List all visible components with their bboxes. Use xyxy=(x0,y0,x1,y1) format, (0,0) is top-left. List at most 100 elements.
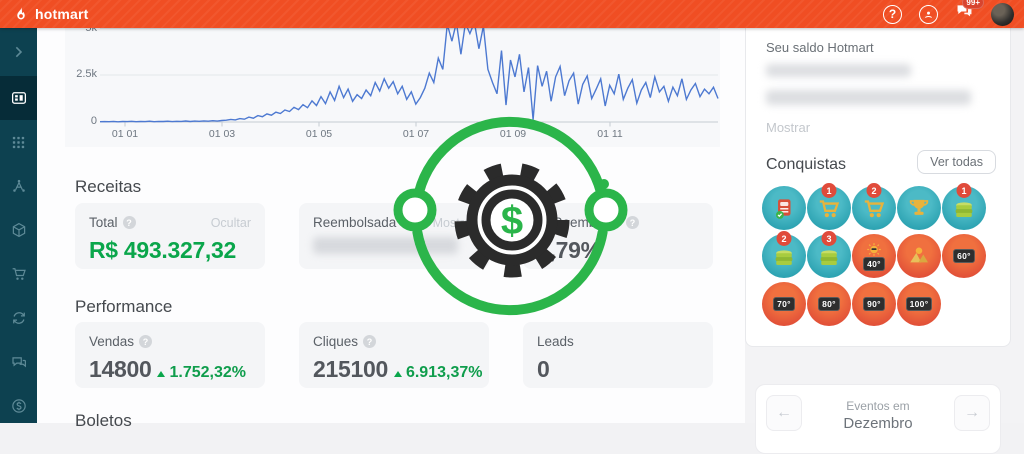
help-icon[interactable]: ? xyxy=(139,335,153,348)
receitas-reembolsada-card: Reembolsada ? Mostrar xyxy=(299,203,489,269)
badge-degree-label: 40° xyxy=(863,256,885,271)
cliques-label: Cliques xyxy=(313,334,359,349)
vendas-value: 14800 xyxy=(89,356,152,382)
x-tick-label: 01 07 xyxy=(402,128,430,140)
badge-count: 1 xyxy=(821,183,837,198)
vendas-delta: 1.752,32% xyxy=(169,364,246,381)
cart-badge-2[interactable]: 2 xyxy=(852,183,896,230)
dashboard-icon xyxy=(11,92,26,104)
sidebar-item-dashboard[interactable] xyxy=(0,76,37,120)
saldo-mostrar-link[interactable]: Mostrar xyxy=(766,120,811,135)
events-card: ← Eventos em Dezembro → xyxy=(755,384,1001,454)
support-icon[interactable] xyxy=(919,4,938,24)
vendas-label: Vendas xyxy=(89,334,135,349)
messages-count-badge: 99+ xyxy=(962,0,984,9)
hotmart-logo[interactable]: hotmart xyxy=(12,5,89,23)
trophy-badge[interactable] xyxy=(897,186,941,230)
user-avatar[interactable] xyxy=(991,2,1014,26)
badge-degree-label: 90° xyxy=(863,297,885,311)
temperature-badge-70[interactable]: 70° xyxy=(762,282,806,326)
revenue-line-series xyxy=(99,28,719,123)
sun-temperature-badge-40[interactable]: 40° xyxy=(852,234,896,278)
help-icon[interactable]: ? xyxy=(883,4,902,24)
reembolsada-label: Reembolsada xyxy=(313,215,397,230)
products-cube-icon xyxy=(12,222,25,238)
up-arrow-icon xyxy=(393,371,402,377)
badge-count: 1 xyxy=(956,183,972,198)
sidebar-item-affiliates[interactable] xyxy=(0,164,37,208)
sidebar-item-finance[interactable] xyxy=(0,384,37,428)
right-panel: Seu saldo Hotmart Mostrar Conquistas Ver… xyxy=(745,28,1024,454)
saldo-masked-line-1 xyxy=(766,64,911,77)
cliques-value: 215100 xyxy=(313,356,388,382)
revenue-chart: 01 01 01 03 01 05 01 07 01 09 01 11 xyxy=(65,28,720,147)
ver-todas-button[interactable]: Ver todas xyxy=(917,150,996,174)
chat-bubbles-icon xyxy=(11,357,26,368)
saldo-conquistas-card: Seu saldo Hotmart Mostrar Conquistas Ver… xyxy=(745,28,1011,347)
sales-cart-icon xyxy=(12,268,26,280)
events-prev-button[interactable]: ← xyxy=(766,395,802,431)
sidebar-item-subscriptions[interactable] xyxy=(0,296,37,340)
performance-title: Performance xyxy=(75,297,173,316)
money-badge-1[interactable]: 1 xyxy=(942,183,986,230)
leads-card: Leads 0 xyxy=(523,322,713,388)
boletos-title: Boletos xyxy=(75,411,132,430)
sidebar-item-apps[interactable] xyxy=(0,120,37,164)
document-check-badge[interactable] xyxy=(762,186,806,230)
badge-count: 2 xyxy=(866,183,882,198)
temperature-badge-100[interactable]: 100° xyxy=(897,282,941,326)
vendas-card: Vendas ? 14800 1.752,32% xyxy=(75,322,265,388)
temperature-badge-60[interactable]: 60° xyxy=(942,234,986,278)
brand-name: hotmart xyxy=(35,6,89,22)
top-header: hotmart ? 99+ xyxy=(0,0,1024,28)
up-arrow-icon xyxy=(157,371,166,377)
percent-reembolso-value: 1,79% xyxy=(537,237,601,263)
messages-button[interactable]: 99+ xyxy=(955,0,984,25)
events-month: Dezembro xyxy=(843,415,913,432)
pyramid-badge[interactable] xyxy=(897,234,941,278)
reembolsada-masked-value xyxy=(313,237,458,254)
hotmart-flame-icon xyxy=(17,6,25,20)
x-tick-label: 01 05 xyxy=(305,128,333,140)
mostrar-link[interactable]: Mostrar xyxy=(432,215,475,230)
temperature-badge-80[interactable]: 80° xyxy=(807,282,851,326)
x-tick-label: 01 11 xyxy=(597,128,623,140)
total-value: R$ 493.327,32 xyxy=(89,237,237,263)
help-icon[interactable]: ? xyxy=(401,216,415,229)
events-next-button[interactable]: → xyxy=(953,395,990,431)
receitas-title: Receitas xyxy=(75,177,142,196)
cart-badge-1[interactable]: 1 xyxy=(807,183,851,230)
y-tick-2-5k: 2.5k xyxy=(76,68,97,80)
x-tick-label: 01 03 xyxy=(208,128,236,140)
help-icon[interactable]: ? xyxy=(122,216,136,229)
leads-value: 0 xyxy=(537,356,550,382)
total-label: Total xyxy=(89,215,118,230)
subscriptions-sync-icon xyxy=(12,312,25,324)
receitas-total-card: Total ? Ocultar R$ 493.327,32 xyxy=(75,203,265,269)
leads-label: Leads xyxy=(537,334,574,349)
help-icon[interactable]: ? xyxy=(626,216,640,229)
percent-reembolso-label: % Reembolso xyxy=(537,215,622,230)
affiliates-network-icon xyxy=(12,179,25,192)
badge-degree-label: 80° xyxy=(818,297,840,311)
left-sidebar xyxy=(0,28,37,423)
sidebar-item-products[interactable] xyxy=(0,208,37,252)
money-badge-3[interactable]: 3 xyxy=(807,231,851,278)
sidebar-item-messages[interactable] xyxy=(0,340,37,384)
sidebar-expand-button[interactable] xyxy=(0,28,37,76)
x-tick-label: 01 09 xyxy=(499,128,527,140)
main-content: 01 01 01 03 01 05 01 07 01 09 01 11 5k 2.5k 0… xyxy=(37,22,745,430)
money-badge-2[interactable]: 2 xyxy=(762,231,806,278)
apps-grid-icon xyxy=(12,136,25,148)
ocultar-link[interactable]: Ocultar xyxy=(210,215,251,230)
help-icon[interactable]: ? xyxy=(363,335,377,348)
finance-dollar-icon xyxy=(11,399,26,413)
events-label: Eventos em xyxy=(846,399,910,413)
sidebar-item-sales[interactable] xyxy=(0,252,37,296)
temperature-badge-90[interactable]: 90° xyxy=(852,282,896,326)
saldo-masked-line-2 xyxy=(766,90,971,105)
chevron-right-icon xyxy=(15,46,22,58)
revenue-chart-canvas xyxy=(99,28,719,127)
badge-degree-label: 100° xyxy=(905,297,933,311)
x-tick-label: 01 01 xyxy=(111,128,139,140)
